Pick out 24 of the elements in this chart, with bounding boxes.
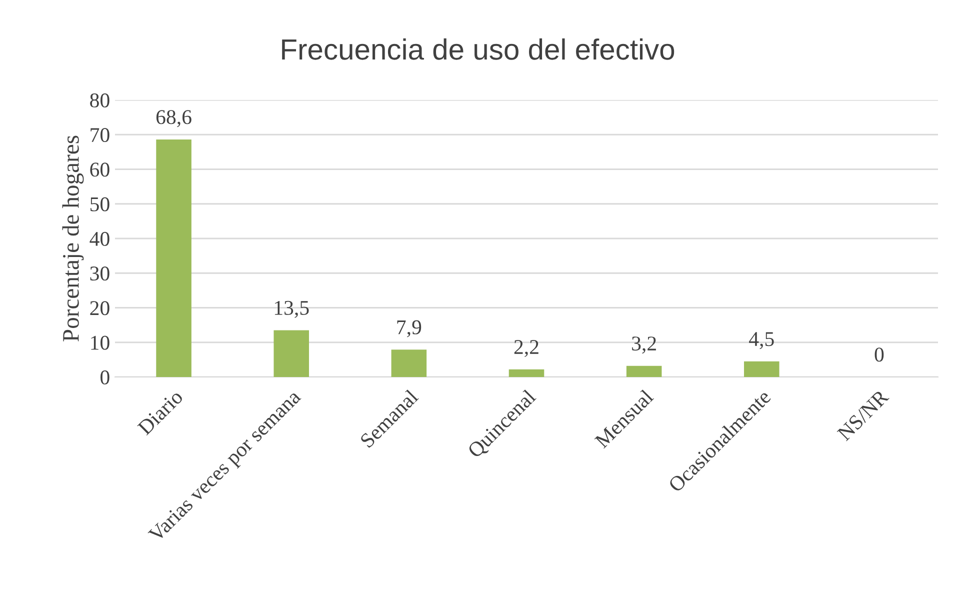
- y-axis-title: Porcentaje de hogares: [62, 136, 84, 342]
- bar: [274, 330, 309, 377]
- data-label: 2,2: [514, 340, 538, 358]
- y-tick-label: 80: [90, 93, 110, 108]
- bar: [744, 361, 780, 377]
- y-tick-label: 20: [90, 301, 110, 316]
- y-tick-label: 40: [90, 232, 110, 246]
- bar: [156, 139, 192, 377]
- bar: [391, 350, 427, 377]
- data-label: 4,5: [749, 332, 774, 350]
- data-label: 3,2: [632, 336, 656, 354]
- data-label: 7,9: [397, 320, 422, 338]
- chart-title: Frecuencia de uso del efectivo: [282, 38, 674, 60]
- y-tick-label: 30: [90, 266, 110, 281]
- y-tick-label: 60: [90, 162, 110, 177]
- data-label: 68,6: [156, 110, 192, 128]
- y-tick-label: 0: [100, 370, 110, 384]
- bar: [626, 366, 662, 377]
- y-tick-label: 50: [90, 197, 110, 212]
- y-tick-label: 10: [91, 336, 110, 350]
- bar: [508, 369, 544, 377]
- y-tick-label: 70: [90, 128, 110, 142]
- data-label: 13,5: [274, 300, 309, 318]
- data-label: 0: [874, 348, 884, 362]
